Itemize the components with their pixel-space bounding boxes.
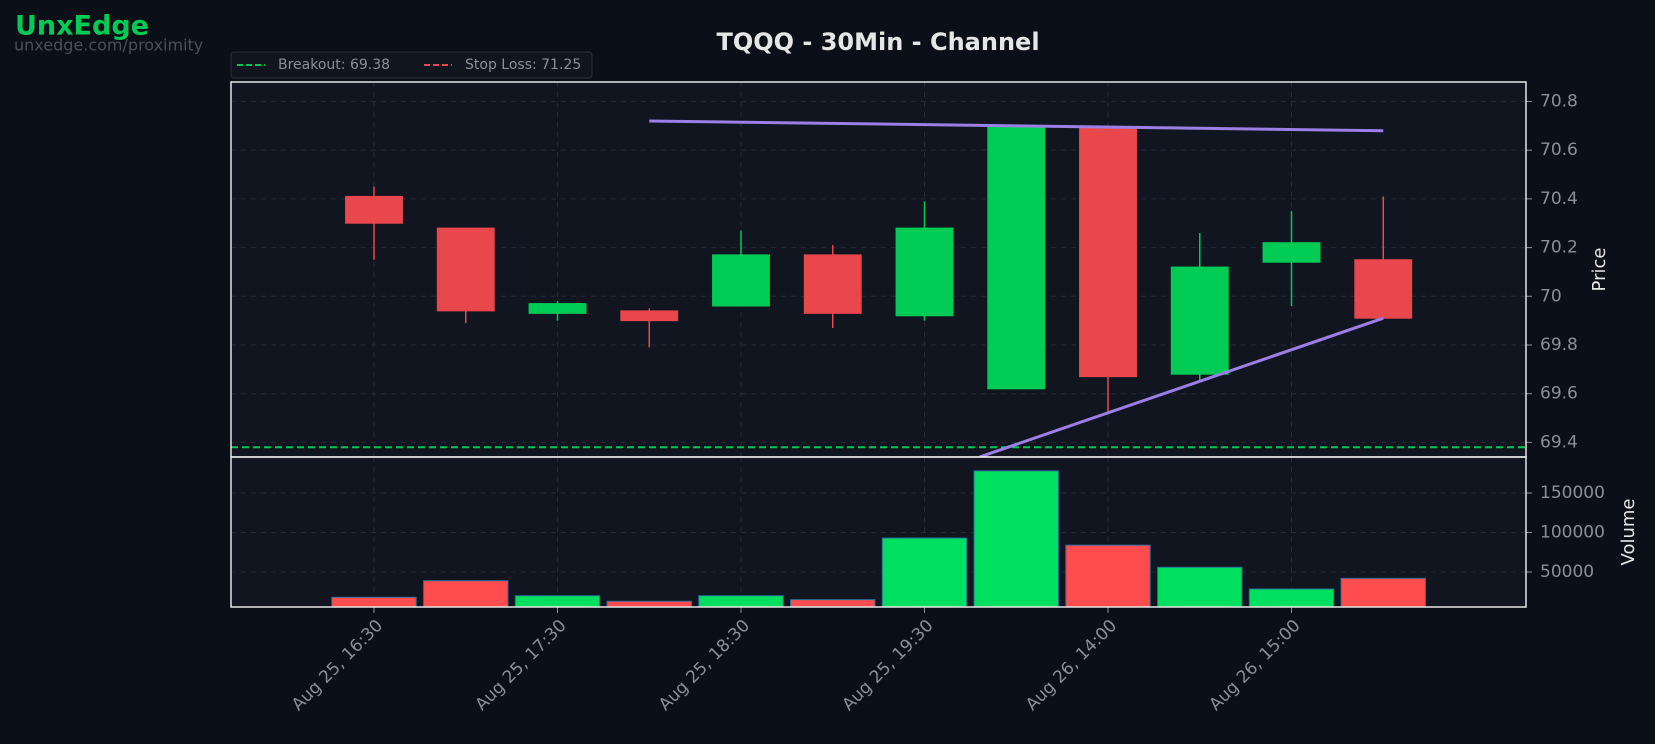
legend-label: Breakout: 69.38 bbox=[278, 57, 390, 73]
volume-bar bbox=[1340, 577, 1426, 608]
x-tick-label: Aug 26, 15:00 bbox=[1206, 616, 1305, 715]
volume-bar bbox=[423, 580, 509, 608]
candle-body bbox=[1354, 259, 1413, 319]
candle-body bbox=[895, 227, 954, 317]
volume-bar bbox=[1248, 588, 1335, 608]
y-tick-label: 69.6 bbox=[1540, 384, 1578, 404]
y-tick-label: 69.4 bbox=[1540, 432, 1578, 452]
x-tick-label: Aug 25, 17:30 bbox=[472, 616, 571, 715]
x-tick-label: Aug 25, 18:30 bbox=[655, 616, 754, 715]
volume-bar bbox=[973, 470, 1059, 608]
y-tick-label: 70.8 bbox=[1540, 91, 1578, 111]
y-tick-label: 100000 bbox=[1540, 523, 1605, 543]
candle-body bbox=[803, 254, 862, 314]
trendline bbox=[979, 316, 1384, 457]
candle-body bbox=[712, 254, 770, 307]
y-tick-label: 70 bbox=[1540, 286, 1562, 306]
candle-body bbox=[1262, 242, 1321, 263]
candle-body bbox=[528, 303, 587, 314]
y-tick-label: 70.2 bbox=[1540, 238, 1578, 258]
y-tick-label: 150000 bbox=[1540, 483, 1605, 503]
legend-label: Stop Loss: 71.25 bbox=[465, 57, 581, 73]
x-tick-label: Aug 26, 14:00 bbox=[1022, 616, 1121, 715]
y-axis-label: Volume bbox=[1618, 499, 1639, 566]
y-tick-label: 70.6 bbox=[1540, 140, 1578, 160]
volume-bar bbox=[790, 599, 876, 608]
candle-body bbox=[987, 125, 1046, 390]
candle-body bbox=[436, 227, 495, 312]
volume-bar bbox=[331, 596, 417, 608]
x-tick-label: Aug 25, 16:30 bbox=[288, 616, 387, 715]
candle-body bbox=[345, 195, 403, 224]
candle-body bbox=[1170, 266, 1229, 375]
x-tick-label: Aug 25, 19:30 bbox=[839, 616, 938, 715]
legend bbox=[230, 51, 593, 79]
brand-url: unxedge.com/proximity bbox=[14, 36, 203, 55]
volume-bar bbox=[514, 595, 601, 608]
y-tick-label: 69.8 bbox=[1540, 335, 1578, 355]
y-tick-label: 50000 bbox=[1540, 562, 1594, 582]
volume-bar bbox=[698, 595, 784, 608]
y-axis-label: Price bbox=[1589, 248, 1610, 292]
volume-bar bbox=[881, 537, 968, 608]
price-panel bbox=[231, 82, 1526, 457]
candle-body bbox=[620, 310, 679, 322]
volume-bar bbox=[1065, 544, 1151, 608]
volume-bar bbox=[1157, 566, 1243, 608]
volume-frame bbox=[230, 456, 1527, 608]
price-plot bbox=[231, 82, 1526, 457]
trendline bbox=[649, 119, 1384, 133]
candle-body bbox=[1079, 127, 1137, 378]
y-tick-label: 70.4 bbox=[1540, 189, 1578, 209]
volume-bar bbox=[606, 600, 692, 608]
chart-title: TQQQ - 30Min - Channel bbox=[716, 28, 1039, 56]
brand-name: UnxEdge bbox=[15, 11, 149, 42]
